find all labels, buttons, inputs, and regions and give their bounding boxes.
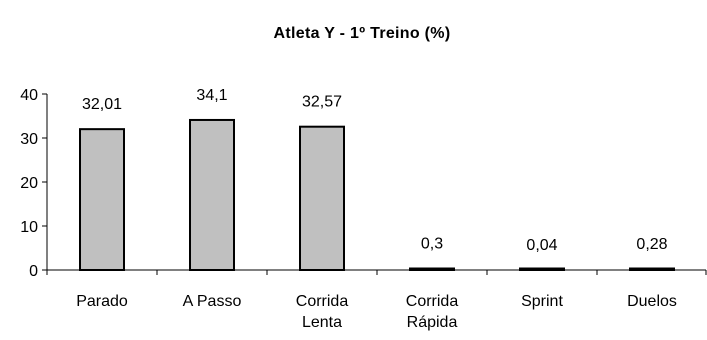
y-tick-label: 40	[20, 87, 38, 104]
data-label: 0,28	[636, 236, 667, 253]
data-label: 0,3	[421, 236, 443, 253]
data-label: 0,04	[526, 237, 557, 254]
data-label: 32,01	[82, 96, 122, 113]
x-category-label: Corrida	[296, 293, 349, 310]
data-label: 34,1	[196, 87, 227, 104]
chart-title: Atleta Y - 1º Treino (%)	[274, 25, 451, 42]
x-category-label: Duelos	[627, 293, 677, 310]
x-category-label: Lenta	[302, 314, 342, 331]
y-tick-label: 0	[29, 263, 38, 280]
bar	[409, 267, 455, 271]
x-category-label: Sprint	[521, 293, 563, 310]
bar	[189, 118, 235, 271]
bar	[629, 267, 675, 271]
plot-area: 0 10 20 30 40 32,01 Parado 34,1 A Passo 32,57 Corr…	[20, 87, 707, 331]
x-category-label: A Passo	[183, 293, 242, 310]
bar	[79, 128, 125, 271]
x-category-label: Rápida	[407, 314, 458, 331]
y-tick-label: 10	[20, 219, 38, 236]
x-category-label: Corrida	[406, 293, 459, 310]
bar	[299, 125, 345, 271]
bar	[519, 267, 565, 271]
y-tick-label: 30	[20, 131, 38, 148]
y-tick-label: 20	[20, 175, 38, 192]
x-category-label: Parado	[76, 293, 128, 310]
data-label: 32,57	[302, 94, 342, 111]
